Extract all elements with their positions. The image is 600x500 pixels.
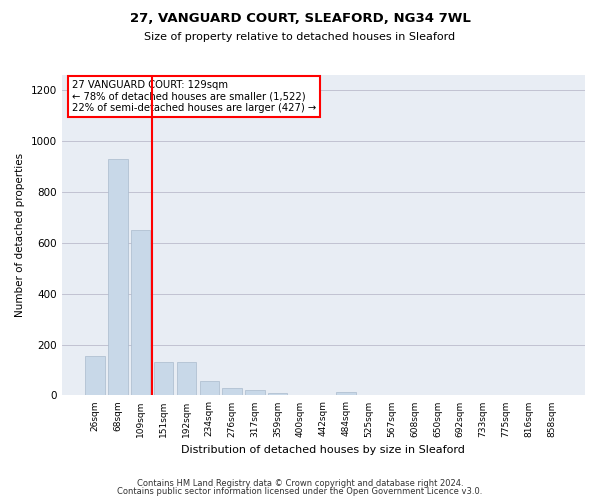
Bar <box>177 362 196 396</box>
Y-axis label: Number of detached properties: Number of detached properties <box>15 153 25 318</box>
Bar <box>223 388 242 396</box>
Bar <box>337 392 356 396</box>
Bar <box>85 356 105 396</box>
Bar <box>108 159 128 396</box>
Bar <box>131 230 151 396</box>
Text: Contains HM Land Registry data © Crown copyright and database right 2024.: Contains HM Land Registry data © Crown c… <box>137 478 463 488</box>
Text: Contains public sector information licensed under the Open Government Licence v3: Contains public sector information licen… <box>118 487 482 496</box>
X-axis label: Distribution of detached houses by size in Sleaford: Distribution of detached houses by size … <box>181 445 465 455</box>
Bar <box>245 390 265 396</box>
Bar <box>154 362 173 396</box>
Text: 27, VANGUARD COURT, SLEAFORD, NG34 7WL: 27, VANGUARD COURT, SLEAFORD, NG34 7WL <box>130 12 470 26</box>
Bar <box>268 393 287 396</box>
Text: Size of property relative to detached houses in Sleaford: Size of property relative to detached ho… <box>145 32 455 42</box>
Text: 27 VANGUARD COURT: 129sqm
← 78% of detached houses are smaller (1,522)
22% of se: 27 VANGUARD COURT: 129sqm ← 78% of detac… <box>72 80 316 113</box>
Bar <box>200 382 219 396</box>
